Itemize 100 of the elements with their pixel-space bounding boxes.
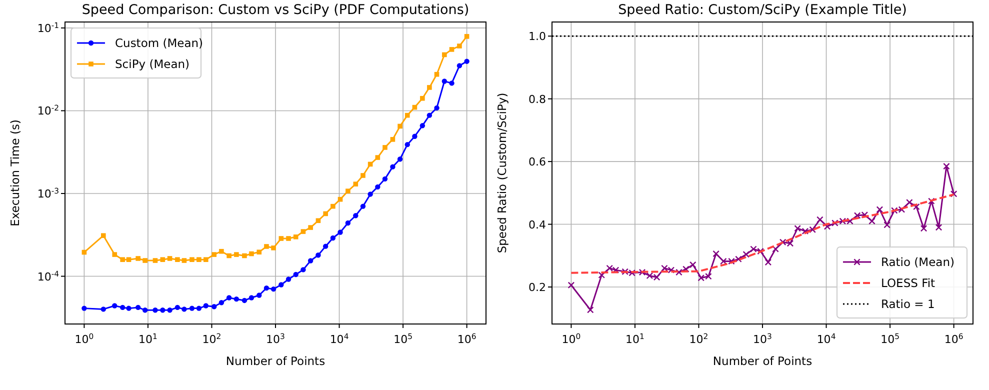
y-tick-label: 0.8 bbox=[528, 92, 546, 106]
point bbox=[712, 250, 720, 258]
point bbox=[449, 47, 454, 52]
y-tick-label: 0.6 bbox=[528, 156, 546, 169]
point bbox=[689, 261, 696, 268]
y-tick-label: 1.0 bbox=[528, 30, 546, 44]
point bbox=[420, 96, 425, 101]
y-axis-title: Speed Ratio (Custom/SciPy) bbox=[495, 92, 509, 254]
point bbox=[876, 206, 884, 213]
point bbox=[196, 257, 202, 262]
point bbox=[420, 123, 426, 128]
y-axis-title: Execution Time (s) bbox=[8, 120, 22, 226]
x-tick-label: 10$^{2}$ bbox=[202, 332, 222, 346]
point bbox=[824, 223, 831, 230]
x-tick-label: 10$^{3}$ bbox=[753, 332, 772, 346]
point bbox=[390, 137, 396, 142]
x-tick-label: 10$^{1}$ bbox=[626, 332, 645, 346]
point bbox=[212, 304, 217, 310]
point bbox=[322, 244, 328, 249]
point bbox=[397, 156, 403, 162]
point bbox=[449, 80, 454, 86]
point bbox=[868, 218, 876, 225]
point bbox=[226, 253, 232, 258]
chart-title: Speed Ratio: Custom/SciPy (Example Title) bbox=[618, 2, 907, 18]
point bbox=[249, 251, 254, 256]
point bbox=[920, 224, 928, 232]
point bbox=[928, 198, 935, 204]
x-axis-title: Number of Points bbox=[712, 354, 812, 368]
point bbox=[456, 63, 462, 68]
point bbox=[398, 124, 402, 129]
point bbox=[203, 257, 208, 262]
point bbox=[464, 58, 470, 64]
x-tick-label: 10$^{2}$ bbox=[689, 332, 708, 346]
chart-title: Speed Comparison: Custom vs SciPy (PDF Computations) bbox=[82, 2, 470, 18]
point bbox=[278, 236, 284, 241]
point bbox=[175, 257, 180, 262]
point bbox=[464, 34, 470, 39]
point bbox=[360, 173, 366, 178]
point bbox=[196, 306, 202, 311]
point bbox=[935, 224, 942, 231]
point bbox=[794, 224, 801, 232]
point bbox=[346, 188, 350, 194]
x-tick-label: 10$^{5}$ bbox=[394, 332, 413, 346]
point bbox=[256, 250, 262, 254]
legend-label: SciPy (Mean) bbox=[115, 57, 190, 71]
point bbox=[160, 308, 166, 313]
point bbox=[906, 198, 913, 206]
point bbox=[390, 164, 396, 170]
x-tick-label: 10$^{5}$ bbox=[880, 332, 900, 346]
point bbox=[212, 252, 217, 257]
point bbox=[950, 190, 958, 198]
point bbox=[330, 235, 336, 241]
point bbox=[434, 105, 440, 111]
point bbox=[190, 257, 194, 262]
point bbox=[152, 258, 158, 263]
point bbox=[264, 244, 269, 249]
point bbox=[182, 258, 187, 263]
point bbox=[442, 78, 448, 84]
x-tick-label: 10$^{3}$ bbox=[266, 332, 286, 346]
point bbox=[242, 298, 248, 304]
point bbox=[293, 234, 298, 240]
point bbox=[382, 176, 388, 182]
x-tick-label: 10$^{0}$ bbox=[562, 332, 581, 346]
point bbox=[884, 222, 890, 228]
point bbox=[913, 203, 920, 210]
point bbox=[234, 252, 239, 257]
point bbox=[345, 220, 351, 226]
point bbox=[218, 300, 224, 306]
point bbox=[278, 282, 284, 288]
point bbox=[412, 134, 418, 139]
point bbox=[816, 216, 824, 223]
x-tick-label: 10$^{4}$ bbox=[816, 332, 836, 346]
x-tick-label: 10$^{4}$ bbox=[330, 332, 349, 346]
point bbox=[772, 246, 779, 252]
point bbox=[382, 145, 388, 150]
point bbox=[152, 308, 158, 313]
point bbox=[203, 303, 208, 308]
x-tick-label: 10$^{1}$ bbox=[138, 332, 158, 346]
point bbox=[167, 256, 172, 261]
point bbox=[160, 257, 166, 262]
point bbox=[353, 213, 358, 218]
x-tick-label: 10$^{0}$ bbox=[74, 332, 94, 346]
y-tick-label: 10$^{-2}$ bbox=[37, 103, 60, 118]
point bbox=[375, 184, 380, 190]
point bbox=[300, 267, 306, 272]
point bbox=[234, 296, 240, 302]
point bbox=[264, 285, 270, 291]
point bbox=[338, 230, 343, 235]
point bbox=[404, 112, 410, 118]
point bbox=[219, 248, 224, 254]
legend-label: Ratio (Mean) bbox=[881, 255, 954, 269]
point bbox=[330, 204, 336, 209]
point bbox=[316, 252, 321, 258]
point bbox=[270, 286, 276, 292]
point bbox=[404, 142, 410, 148]
point bbox=[682, 266, 690, 273]
legend-label: Custom (Mean) bbox=[115, 36, 204, 50]
point bbox=[174, 304, 180, 310]
x-tick-label: 10$^{6}$ bbox=[944, 332, 964, 346]
point bbox=[638, 268, 646, 276]
